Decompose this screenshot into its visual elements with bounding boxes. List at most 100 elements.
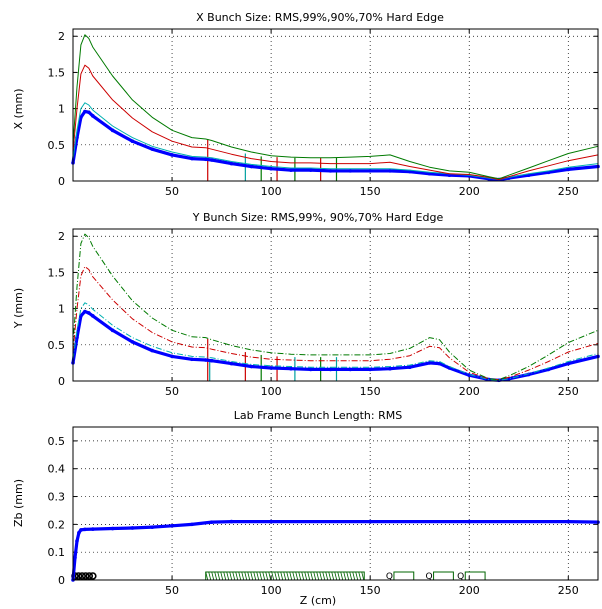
element-hatch: [361, 571, 365, 581]
y-tick-label: 1: [58, 103, 65, 116]
chart-title: Y Bunch Size: RMS,99%, 90%,70% Hard Edge: [192, 211, 444, 224]
series-point: [249, 164, 254, 169]
y-tick-label: 1.5: [48, 66, 66, 79]
plot-frame: [72, 228, 599, 382]
series-point: [170, 153, 174, 157]
drift-marker: [74, 572, 83, 580]
series-point: [348, 367, 353, 372]
element-hatch: [208, 571, 212, 581]
y-tick-label: 2: [58, 230, 65, 243]
series-point: [91, 314, 95, 318]
y-tick-label: 1: [58, 303, 65, 316]
y-axis-label: X (mm): [12, 88, 25, 129]
element-hatch: [292, 571, 296, 581]
element-hatch: [229, 571, 233, 581]
series-point: [110, 526, 115, 531]
y-tick-label: 0.3: [48, 491, 66, 504]
x-tick-label: 250: [558, 584, 579, 597]
series-point: [190, 156, 194, 161]
element-hatch: [352, 571, 356, 581]
element-hatch: [247, 571, 251, 581]
series-point: [566, 167, 571, 172]
series-line: [72, 34, 599, 180]
plot-area: [73, 229, 598, 381]
element-hatch: [334, 571, 338, 581]
series-point: [467, 519, 472, 524]
element-hatch: [238, 571, 242, 581]
element-hatch: [232, 571, 236, 581]
series-point: [203, 157, 208, 162]
element-hatch: [307, 571, 311, 581]
series-point: [209, 358, 214, 363]
series-point: [328, 169, 333, 173]
y-tick-label: 0.5: [48, 139, 66, 152]
element-hatch: [304, 571, 308, 581]
series-point: [249, 364, 254, 369]
element-hatch: [358, 571, 362, 581]
series-point: [77, 530, 81, 535]
series-line: [72, 233, 599, 381]
element-hatch: [211, 571, 215, 581]
series-point: [209, 520, 214, 524]
drift-marker: [81, 572, 90, 580]
series-point: [437, 361, 442, 366]
series-point: [170, 354, 174, 359]
quad-label: Q: [425, 572, 432, 582]
series-point: [87, 110, 91, 115]
element-hatch: [301, 571, 305, 581]
series-point: [289, 366, 293, 371]
series-point: [229, 361, 234, 366]
element-hatch: [316, 571, 320, 581]
x-tick-label: 250: [558, 185, 579, 198]
y-axis-label: Zb (mm): [12, 479, 25, 527]
element-hatch: [355, 571, 359, 581]
series-point: [269, 166, 273, 171]
x-axis-label: Z (cm): [300, 594, 336, 607]
element-hatch: [217, 571, 221, 581]
series-point: [348, 169, 353, 173]
x-tick-label: 100: [261, 385, 282, 398]
drift-marker: [78, 572, 86, 580]
series-point: [229, 161, 234, 166]
element-hatch: [223, 571, 227, 581]
element-hatch: [220, 571, 224, 581]
element-hatch: [322, 571, 326, 581]
quad-label: Q: [386, 572, 393, 582]
element-hatch: [343, 571, 347, 581]
plot-frame: [72, 28, 599, 182]
element-hatch: [283, 571, 287, 581]
element-hatch: [226, 571, 230, 581]
series-point: [368, 519, 372, 524]
series-point: [130, 139, 135, 143]
x-tick-label: 100: [261, 584, 282, 597]
element-hatch: [286, 571, 290, 581]
element-hatch: [241, 571, 245, 581]
series-point: [368, 367, 372, 372]
element-hatch: [250, 571, 254, 581]
x-tick-label: 50: [165, 584, 179, 597]
element-hatch: [328, 571, 332, 581]
x-tick-label: 50: [165, 185, 179, 198]
series-point: [110, 128, 115, 133]
series-point: [190, 522, 194, 527]
y-bunch-size-panel: Y Bunch Size: RMS,99%, 90%,70% Hard Edge…: [12, 211, 600, 398]
element-hatch: [319, 571, 323, 581]
series-point: [83, 527, 87, 532]
bunch-length-panel: Lab Frame Bunch Length: RMS Zb (mm) Z (c…: [12, 409, 600, 607]
series-point: [229, 519, 234, 524]
element-hatch: [235, 571, 239, 581]
y-tick-label: 1.5: [48, 266, 66, 279]
plot-area: [73, 427, 598, 580]
y-tick-label: 0: [58, 175, 65, 188]
series-point: [83, 309, 87, 314]
series-point: [566, 519, 571, 524]
element-hatch: [274, 571, 278, 581]
series-point: [308, 367, 313, 372]
series-point: [83, 109, 87, 114]
series-point: [388, 169, 392, 173]
x-tick-label: 150: [360, 584, 381, 597]
series-point: [87, 311, 91, 315]
chart-title: Lab Frame Bunch Length: RMS: [234, 409, 402, 422]
x-tick-label: 50: [165, 385, 179, 398]
